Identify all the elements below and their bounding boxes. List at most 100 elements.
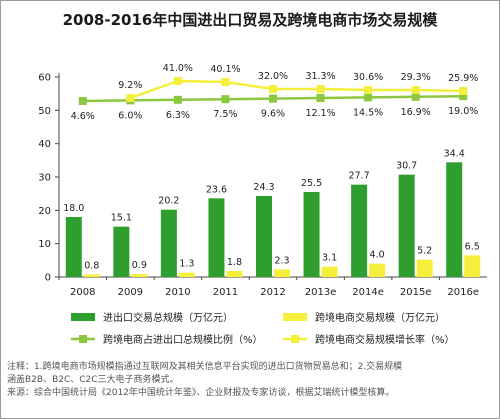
bar-total-2016e	[446, 162, 463, 277]
line-share-label: 6.3%	[166, 110, 190, 121]
bar-cross-2010	[178, 272, 195, 277]
bar-total-2010	[160, 209, 177, 277]
bar-cross-label: 0.8	[84, 260, 99, 271]
bar-cross-label: 1.3	[179, 259, 194, 270]
line-growth-label: 32.0%	[258, 71, 288, 82]
line-share-label: 4.6%	[71, 111, 95, 122]
line-growth-label: 25.9%	[448, 73, 478, 84]
line-share-point	[411, 92, 420, 101]
line-share-label: 19.0%	[448, 106, 478, 117]
x-tick-label: 2010	[165, 287, 190, 298]
legend-label: 跨境电商交易规模（万亿元）	[315, 311, 445, 324]
bar-cross-2014e	[369, 263, 386, 277]
line-growth-point	[126, 94, 135, 102]
bar-cross-label: 1.8	[227, 257, 242, 268]
x-tick-label: 2011	[213, 287, 238, 298]
bar-cross-2015e	[416, 259, 433, 277]
line-share-point	[364, 93, 373, 102]
bar-total-label: 25.5	[301, 178, 322, 189]
bar-cross-2011	[226, 271, 243, 277]
y-tick-label: 30	[38, 173, 51, 184]
note-line-2: 涵盖B2B、B2C、C2C三大电子商务模式。	[7, 375, 179, 385]
bar-total-2014e	[351, 184, 368, 277]
bar-total-label: 23.6	[206, 184, 227, 195]
line-share-point	[78, 97, 87, 105]
y-tick-label: 10	[38, 239, 51, 250]
line-growth-label: 40.1%	[210, 64, 240, 75]
bar-cross-2013e	[321, 266, 338, 277]
line-growth-point	[316, 85, 325, 93]
line-growth-label: 41.0%	[163, 63, 193, 74]
legend-swatch-marker	[291, 335, 299, 343]
line-share-point	[459, 92, 468, 101]
line-share-point	[173, 95, 182, 104]
line-growth-label: 31.3%	[305, 71, 335, 82]
line-growth-point	[269, 85, 277, 93]
bar-cross-label: 4.0	[370, 250, 385, 261]
line-growth-point	[221, 78, 230, 86]
y-tick-label: 40	[38, 139, 51, 150]
x-tick-label: 2013e	[305, 287, 337, 298]
line-share-label: 14.5%	[353, 107, 383, 118]
legend-swatch-bar	[283, 313, 307, 321]
line-share-label: 9.6%	[261, 109, 285, 120]
line-growth-point	[459, 87, 468, 95]
bar-cross-label: 5.2	[417, 246, 432, 257]
chart-title: 2008-2016年中国进出口贸易及跨境电商市场交易规模	[62, 11, 438, 29]
x-tick-label: 2016e	[447, 287, 479, 298]
legend-swatch-marker	[79, 335, 87, 343]
bar-total-label: 18.0	[63, 203, 84, 214]
y-tick-label: 50	[38, 106, 51, 117]
line-share-point	[221, 95, 230, 104]
bar-total-2015e	[398, 174, 415, 277]
line-growth-label: 9.2%	[118, 80, 142, 91]
bar-total-2008	[65, 217, 82, 277]
line-share-label: 16.9%	[401, 107, 431, 118]
line-growth	[129, 79, 464, 100]
legend-swatch-bar	[71, 313, 95, 321]
bar-total-label: 27.7	[349, 171, 370, 182]
note-line-3: 来源：综合中国统计局《2012年中国统计年鉴》、企业财报及专家访谈，根据艾瑞统计…	[7, 388, 395, 398]
legend-label: 跨境电商交易规模增长率（%）	[315, 333, 455, 346]
bar-cross-2016e	[464, 255, 481, 277]
bar-total-label: 15.1	[111, 213, 132, 224]
bar-total-label: 30.7	[396, 161, 417, 172]
y-tick-label: 60	[38, 73, 51, 84]
bar-cross-2008	[83, 274, 100, 277]
legend-label: 跨境电商占进出口总规模比例（%）	[103, 333, 263, 346]
bar-total-label: 24.3	[253, 182, 274, 193]
bar-cross-label: 2.3	[274, 255, 289, 266]
line-growth-label: 29.3%	[401, 72, 431, 83]
note-line-1: 注释：1.跨境电商市场规模指通过互联网及其相关信息平台实现的进出口货物贸易总和；…	[7, 362, 403, 372]
bar-total-label: 34.4	[444, 148, 465, 159]
line-share-label: 6.0%	[118, 110, 142, 121]
line-share-label: 7.5%	[213, 109, 237, 120]
line-share-point	[316, 94, 325, 102]
bar-cross-2012	[274, 269, 290, 277]
line-growth-label: 30.6%	[353, 72, 383, 83]
chart-notes: 注释：1.跨境电商市场规模指通过互联网及其相关信息平台实现的进出口货物贸易总和；…	[7, 361, 493, 400]
line-growth-point	[364, 86, 373, 94]
bar-cross-2009	[131, 274, 148, 277]
bar-total-2011	[208, 198, 225, 277]
y-tick-label: 0	[45, 273, 51, 284]
x-tick-label: 2012	[260, 287, 285, 298]
line-growth-point	[173, 77, 182, 85]
bar-total-2013e	[303, 192, 320, 277]
y-tick-label: 20	[38, 206, 51, 217]
x-tick-label: 2009	[118, 287, 143, 298]
x-tick-label: 2015e	[400, 287, 432, 298]
legend-label: 进出口交易总规模（万亿元）	[103, 311, 233, 324]
bar-cross-label: 3.1	[322, 253, 337, 264]
line-growth-point	[411, 86, 420, 94]
line-share-label: 12.1%	[305, 108, 335, 119]
bar-cross-label: 0.9	[132, 260, 147, 271]
bar-cross-label: 6.5	[465, 241, 480, 252]
x-tick-label: 2014e	[352, 287, 384, 298]
bar-total-label: 20.2	[158, 196, 179, 207]
bar-total-2009	[113, 226, 130, 277]
line-share-point	[269, 94, 277, 103]
x-tick-label: 2008	[70, 287, 95, 298]
